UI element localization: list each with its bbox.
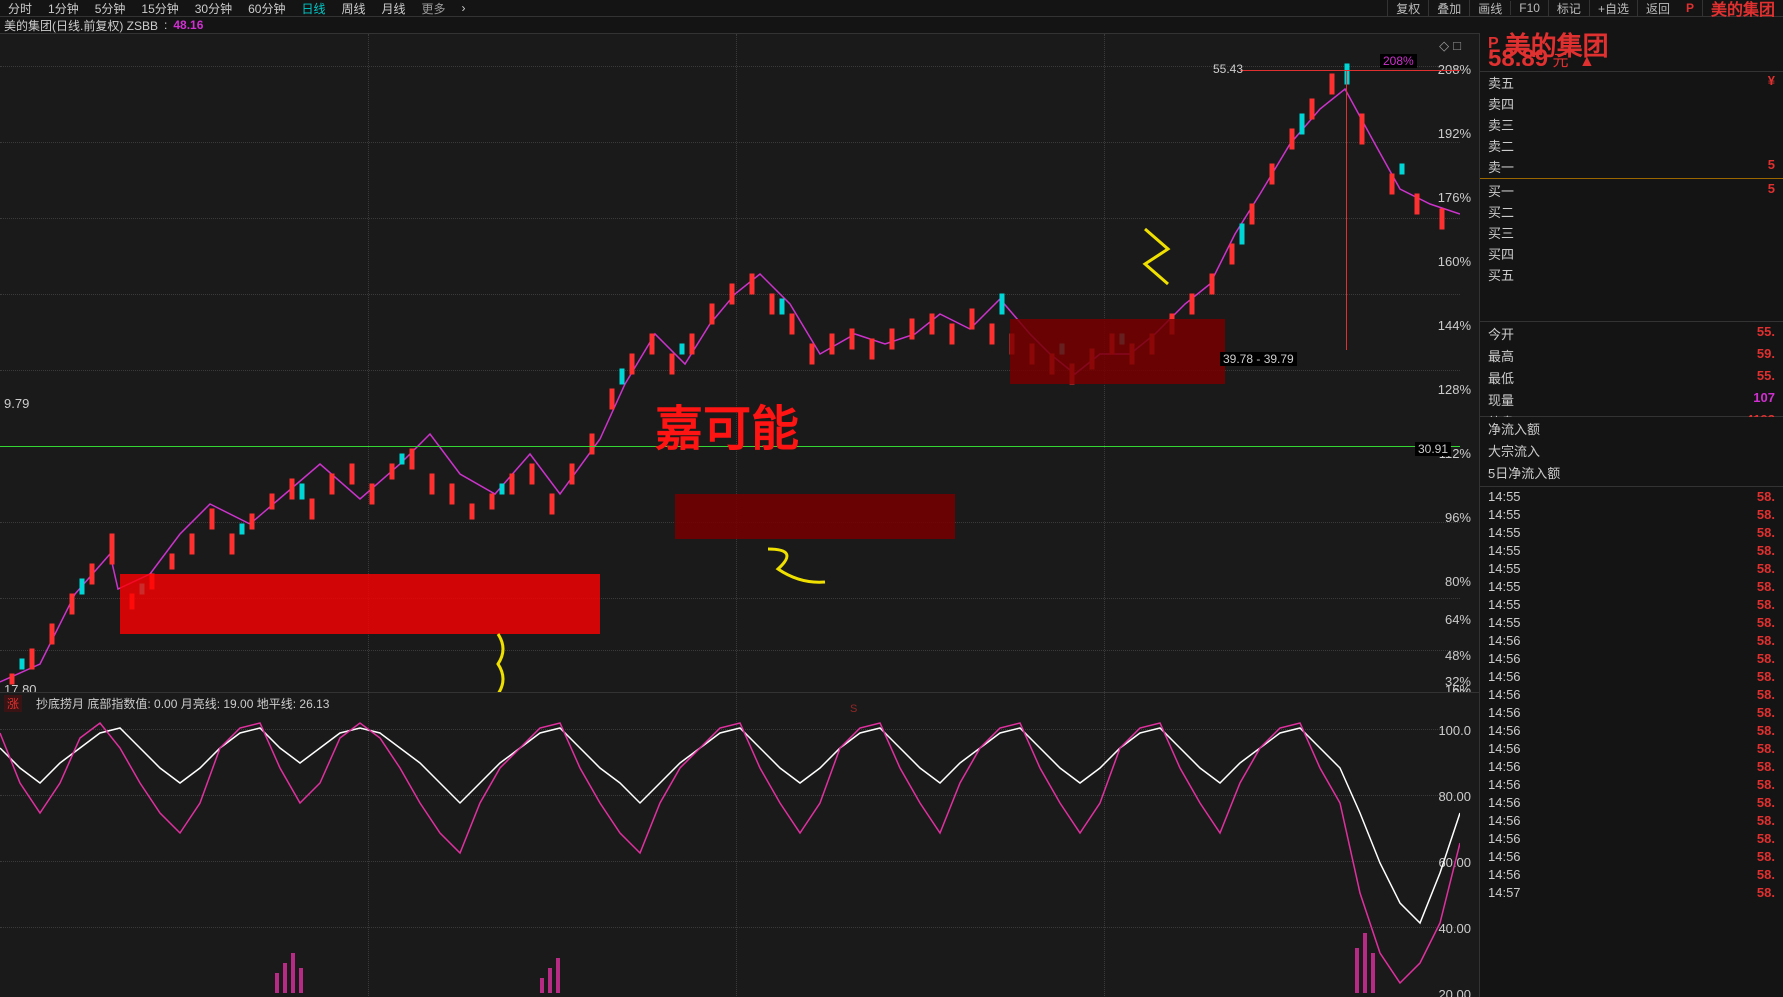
orderbook-row-8: 买四 bbox=[1480, 243, 1783, 264]
diamond-icon[interactable]: ◇ bbox=[1439, 38, 1449, 54]
trade-row-14: 14:56 58. bbox=[1480, 739, 1783, 757]
trade-row-2: 14:55 58. bbox=[1480, 523, 1783, 541]
stock-prefix-badge: P bbox=[1678, 1, 1702, 15]
fund-flow-panel: 净流入额 大宗流入 5日净流入额 5日大宗流入 bbox=[1480, 417, 1783, 487]
orderbook-row-2: 卖三 bbox=[1480, 114, 1783, 135]
stats-row-0: 今开 55. bbox=[1480, 322, 1783, 344]
value-label: : bbox=[158, 18, 167, 32]
orderbook-row-9: 买五 bbox=[1480, 264, 1783, 285]
trade-row-22: 14:57 58. bbox=[1480, 883, 1783, 901]
currency-unit: 元 bbox=[1553, 53, 1569, 70]
trade-row-19: 14:56 58. bbox=[1480, 829, 1783, 847]
yellow-annotations-svg bbox=[0, 34, 1460, 692]
tab-15min[interactable]: 15分钟 bbox=[133, 0, 186, 17]
btn-fanhui[interactable]: 返回 bbox=[1637, 0, 1678, 17]
tab-more[interactable]: 更多 bbox=[414, 0, 454, 17]
orderbook-row-5: 买一 5 bbox=[1480, 180, 1783, 201]
value-reading: 48.16 bbox=[167, 18, 203, 32]
trade-row-6: 14:55 58. bbox=[1480, 595, 1783, 613]
flow-row-0: 净流入额 bbox=[1480, 417, 1783, 439]
stats-row-2: 最低 55. bbox=[1480, 366, 1783, 388]
orderbook-row-3: 卖二 bbox=[1480, 135, 1783, 156]
trade-row-13: 14:56 58. bbox=[1480, 721, 1783, 739]
trade-row-21: 14:56 58. bbox=[1480, 865, 1783, 883]
chart-subheader: 美的集团(日线.前复权) ZSBB : 48.16 bbox=[0, 17, 1480, 34]
btn-dieJia[interactable]: 叠加 bbox=[1428, 0, 1469, 17]
trade-row-3: 14:55 58. bbox=[1480, 541, 1783, 559]
timeframe-tabs[interactable]: 分时 1分钟 5分钟 15分钟 30分钟 60分钟 日线 周线 月线 更多 › bbox=[0, 0, 1280, 17]
flow-row-1: 大宗流入 bbox=[1480, 439, 1783, 461]
orderbook-row-0: 卖五 ¥ bbox=[1480, 72, 1783, 93]
trade-row-7: 14:55 58. bbox=[1480, 613, 1783, 631]
tab-30min[interactable]: 30分钟 bbox=[187, 0, 240, 17]
trade-row-5: 14:55 58. bbox=[1480, 577, 1783, 595]
tab-daily[interactable]: 日线 bbox=[293, 0, 333, 17]
tab-60min[interactable]: 60分钟 bbox=[240, 0, 293, 17]
orderbook-row-6: 买二 bbox=[1480, 201, 1783, 222]
square-icon[interactable]: □ bbox=[1453, 38, 1461, 54]
indicator-svg bbox=[0, 693, 1460, 997]
current-price-block: 58.89 元 ▲ bbox=[1488, 45, 1595, 73]
tab-5min[interactable]: 5分钟 bbox=[87, 0, 134, 17]
trade-row-15: 14:56 58. bbox=[1480, 757, 1783, 775]
orderbook-row-7: 买三 bbox=[1480, 222, 1783, 243]
trade-time-list[interactable]: 14:55 58. 14:55 58. 14:55 58. 14:55 58. 14:5… bbox=[1480, 487, 1783, 997]
stock-title-label: 美的集团(日线.前复权) ZSBB bbox=[0, 17, 158, 34]
current-price: 58.89 bbox=[1488, 45, 1548, 72]
trade-row-12: 14:56 58. bbox=[1480, 703, 1783, 721]
trade-row-1: 14:55 58. bbox=[1480, 505, 1783, 523]
stock-header-panel: P 美的集团 58.89 元 ▲ bbox=[1480, 17, 1783, 72]
tab-fenshi[interactable]: 分时 bbox=[0, 0, 40, 17]
btn-biaoji[interactable]: 标记 bbox=[1548, 0, 1589, 17]
chevron-right-icon[interactable]: › bbox=[454, 1, 474, 15]
orderbook-row-4: 卖一 5 bbox=[1480, 156, 1783, 177]
trade-row-0: 14:55 58. bbox=[1480, 487, 1783, 505]
stats-row-3: 现量 107 bbox=[1480, 388, 1783, 410]
candlestick-chart[interactable]: 208% 192% 176% 160% 144% 128% 112% 96% 8… bbox=[0, 34, 1480, 692]
chart-toolbar[interactable]: 复权 叠加 画线 F10 标记 +自选 返回 P 美的集团 bbox=[1280, 0, 1783, 17]
orderbook-row-1: 卖四 bbox=[1480, 93, 1783, 114]
indicator-panel[interactable]: 涨 抄底捞月 底部指数值: 0.00 月亮线: 19.00 地平线: 26.13… bbox=[0, 692, 1480, 997]
btn-huaxian[interactable]: 画线 bbox=[1469, 0, 1510, 17]
flow-row-2: 5日净流入额 bbox=[1480, 461, 1783, 483]
price-up-arrow-icon: ▲ bbox=[1579, 53, 1595, 70]
trade-row-11: 14:56 58. bbox=[1480, 685, 1783, 703]
trade-row-9: 14:56 58. bbox=[1480, 649, 1783, 667]
btn-zixuan[interactable]: +自选 bbox=[1589, 0, 1637, 17]
trade-row-20: 14:56 58. bbox=[1480, 847, 1783, 865]
trade-row-10: 14:56 58. bbox=[1480, 667, 1783, 685]
trade-row-8: 14:56 58. bbox=[1480, 631, 1783, 649]
trade-row-16: 14:56 58. bbox=[1480, 775, 1783, 793]
trade-row-4: 14:55 58. bbox=[1480, 559, 1783, 577]
tab-weekly[interactable]: 周线 bbox=[333, 0, 373, 17]
trade-row-18: 14:56 58. bbox=[1480, 811, 1783, 829]
trade-row-17: 14:56 58. bbox=[1480, 793, 1783, 811]
tab-1min[interactable]: 1分钟 bbox=[40, 0, 87, 17]
orderbook-panel: 卖五 ¥ 卖四 卖三 卖二 卖一 5 买一 5 买二 买三 买四 买五 bbox=[1480, 72, 1783, 322]
btn-f10[interactable]: F10 bbox=[1510, 1, 1548, 15]
tab-monthly[interactable]: 月线 bbox=[374, 0, 414, 17]
stats-row-1: 最高 59. bbox=[1480, 344, 1783, 366]
btn-fuquan[interactable]: 复权 bbox=[1387, 0, 1428, 17]
